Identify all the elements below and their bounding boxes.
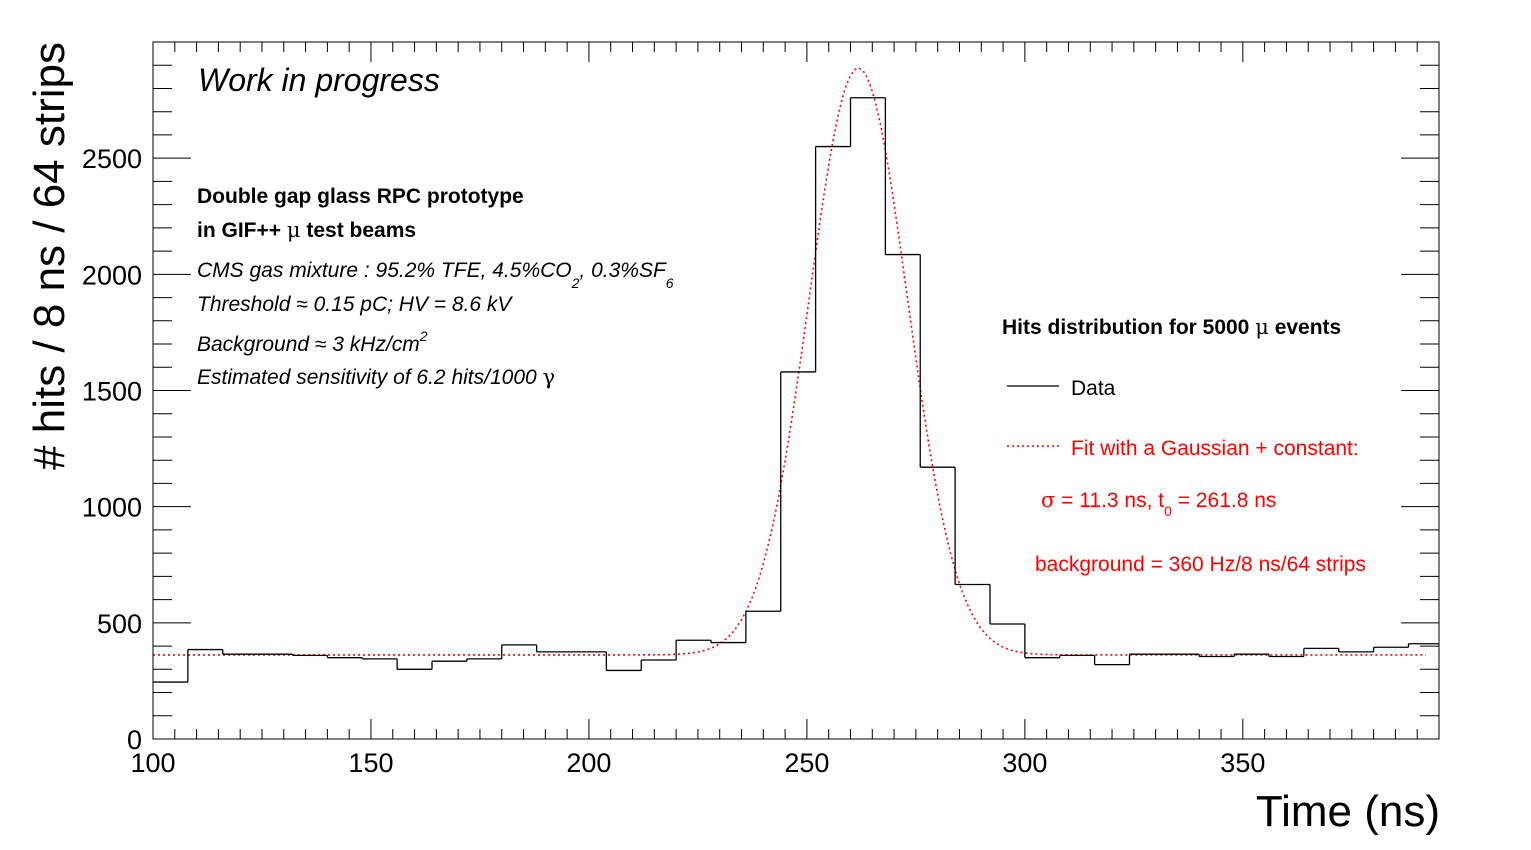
legend-background-text: background = 360 Hz/8 ns/64 strips [1035, 553, 1366, 576]
histogram-bin [675, 639, 711, 661]
histogram-bin [1268, 654, 1304, 658]
histogram-bin [780, 371, 816, 612]
threshold-text: Threshold ≈ 0.15 pC; HV = 8.6 kV [197, 293, 513, 316]
histogram-bin [1303, 647, 1339, 657]
legend-fit-label: Fit with a Gaussian + constant: [1071, 437, 1359, 460]
axis-tick-labels: 100 150 200 250 300 350 0 500 1000 1500 2000 2500 [82, 144, 1265, 778]
x-tick-label: 200 [566, 748, 611, 778]
legend-data-label: Data [1071, 377, 1116, 400]
histogram-bin [535, 644, 572, 653]
histogram-bin [1059, 654, 1095, 658]
sensitivity-text: Estimated sensitivity of 6.2 hits/1000 γ [197, 365, 555, 389]
y-tick-label: 1000 [82, 493, 142, 523]
t0-subscript: 0 [1164, 503, 1172, 519]
gamma-symbol: γ [543, 365, 556, 389]
histogram-bin [222, 649, 258, 655]
prototype-title: Double gap glass RPC prototype [197, 185, 524, 208]
x-tick-label: 250 [784, 748, 829, 778]
legend: Hits distribution for 5000 μ events Data… [1002, 315, 1366, 576]
plot-frame [152, 41, 1440, 740]
x-tick-label: 150 [348, 748, 393, 778]
legend-mu-symbol: μ [1255, 315, 1269, 339]
y-tick-label: 0 [127, 725, 142, 755]
histogram-bin [919, 254, 956, 468]
histogram-bin [187, 648, 223, 683]
x-tick-label: 300 [1002, 748, 1047, 778]
histogram-bin [1338, 648, 1374, 653]
histogram-bin [710, 640, 746, 644]
histogram-bin [326, 655, 363, 659]
gas-mixture-text: CMS gas mixture : 95.2% TFE, 4.5%CO2, 0.… [197, 259, 674, 291]
x-axis-label: Time (ns) [1256, 787, 1440, 836]
fit-params-mid: = 11.3 ns, t [1055, 489, 1164, 512]
beam-title-pre: in GIF++ [197, 219, 287, 242]
histogram-bin [605, 651, 642, 672]
histogram-bin [291, 654, 328, 657]
histogram-bin [361, 657, 398, 660]
sf6-subscript: 6 [666, 275, 674, 291]
histogram-bin [501, 644, 537, 659]
histogram-bin [884, 97, 921, 256]
background-text: Background ≈ 3 kHz/cm2 [197, 328, 428, 356]
histogram-bin [1024, 623, 1060, 659]
gas-mixture-mid: , 0.3%SF [579, 259, 667, 282]
histogram-bin [814, 145, 851, 372]
cm2-superscript: 2 [419, 328, 428, 344]
x-tick-label: 350 [1220, 748, 1265, 778]
histogram-bin [1093, 655, 1130, 666]
y-tick-label: 2500 [82, 144, 142, 174]
sensitivity-pre: Estimated sensitivity of 6.2 hits/1000 [197, 366, 543, 389]
legend-header-post: events [1269, 316, 1341, 339]
histogram-bin [1372, 646, 1409, 652]
co2-subscript: 2 [571, 275, 580, 291]
histogram-bin [1128, 653, 1165, 665]
histogram-bin [989, 584, 1025, 625]
histogram-bin [466, 658, 502, 662]
y-tick-label: 1500 [82, 377, 142, 407]
legend-fit-parameters: σ = 11.3 ns, t0 = 261.8 ns [1041, 488, 1276, 519]
data-histogram-layer [153, 97, 1439, 683]
work-in-progress-label: Work in progress [198, 62, 440, 98]
histogram-bin [640, 659, 677, 671]
y-tick-label: 2000 [82, 260, 142, 290]
histogram-bin [1198, 654, 1235, 658]
beam-title-post: test beams [301, 219, 417, 242]
background-pre: Background ≈ 3 kHz/cm [197, 333, 420, 356]
mu-symbol: μ [287, 218, 301, 242]
beam-title: in GIF++ μ test beams [197, 218, 416, 242]
histogram-bin [849, 97, 886, 147]
histogram-bin [1407, 643, 1439, 648]
y-tick-label: 500 [97, 609, 142, 639]
y-axis-label: # hits / 8 ns / 64 strips [25, 42, 74, 470]
sigma-symbol: σ [1041, 488, 1055, 512]
histogram-bin [745, 610, 781, 643]
gas-mixture-pre: CMS gas mixture : 95.2% TFE, 4.5%CO [197, 259, 572, 282]
histogram-bin [396, 658, 432, 670]
legend-header-pre: Hits distribution for 5000 [1002, 316, 1255, 339]
histogram-bin [431, 660, 467, 670]
x-tick-label: 100 [130, 748, 175, 778]
histogram-bin [954, 467, 990, 586]
legend-header: Hits distribution for 5000 μ events [1002, 315, 1341, 339]
histogram-bin [1233, 653, 1269, 657]
fit-params-post: = 261.8 ns [1172, 489, 1277, 512]
